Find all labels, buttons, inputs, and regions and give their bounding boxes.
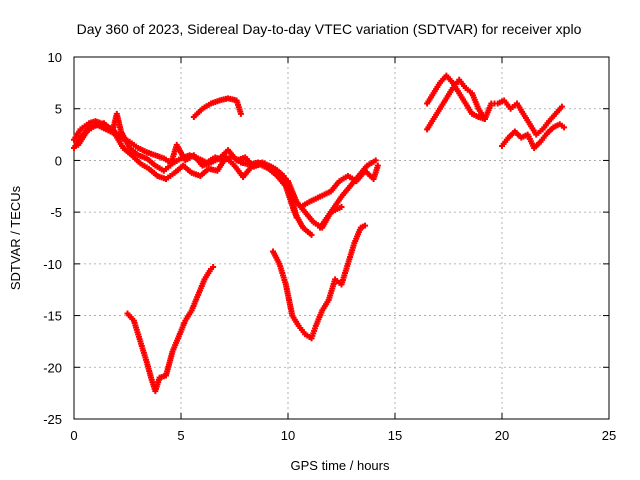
data-point — [374, 162, 381, 169]
y-tick-label: 0 — [55, 153, 62, 168]
chart-title: Day 360 of 2023, Sidereal Day-to-day VTE… — [77, 21, 582, 37]
x-tick-label: 25 — [602, 428, 616, 443]
data-point — [362, 222, 369, 229]
y-tick-label: -25 — [43, 412, 62, 427]
y-tick-label: 10 — [48, 50, 62, 65]
y-axis-label: SDTVAR / TECUs — [8, 185, 23, 290]
data-point — [561, 124, 568, 131]
plot-frame — [73, 56, 610, 420]
data-point — [372, 157, 379, 164]
data-point — [481, 116, 488, 123]
x-tick-label: 5 — [177, 428, 184, 443]
x-tick-label: 15 — [388, 428, 402, 443]
y-tick-label: -5 — [50, 205, 62, 220]
data-point — [210, 263, 217, 270]
data-point — [558, 103, 565, 110]
y-tick-label: -20 — [43, 360, 62, 375]
data-points — [71, 72, 568, 395]
data-point — [308, 231, 315, 238]
x-tick-label: 20 — [495, 428, 509, 443]
grid-lines — [74, 57, 609, 419]
y-tick-label: 5 — [55, 102, 62, 117]
axis-ticks: 0 5 10 15 20 25 10 5 0 -5 -10 -15 -20 -25 — [43, 50, 616, 443]
x-axis-label: GPS time / hours — [291, 458, 390, 473]
data-point — [338, 203, 345, 210]
x-tick-label: 0 — [70, 428, 77, 443]
y-tick-label: -15 — [43, 309, 62, 324]
x-tick-label: 10 — [281, 428, 295, 443]
y-tick-label: -10 — [43, 257, 62, 272]
data-point — [237, 110, 244, 117]
